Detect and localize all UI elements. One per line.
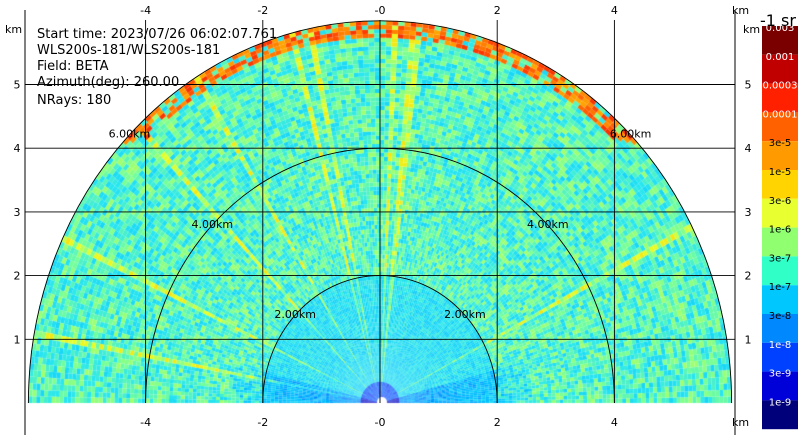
x-tick-label-bottom: 2 [494, 416, 501, 429]
range-ring [262, 275, 498, 404]
colorbar-label: 3e-5 [769, 138, 792, 149]
colorbar-swatch [762, 371, 798, 401]
y-tick-label-left: 5 [14, 79, 21, 92]
y-tick-label-left: 4 [14, 142, 21, 155]
x-tick-label-bottom: 4 [611, 416, 618, 429]
colorbar-swatch [762, 198, 798, 228]
y-unit-label-right: km [743, 23, 760, 36]
colorbar-swatch [762, 227, 798, 257]
y-tick-label-right: 4 [745, 142, 752, 155]
field-label: Field: BETA [37, 59, 109, 74]
colorbar-label: 0.0003 [763, 81, 798, 92]
range-ring-label: 2.00km [444, 308, 486, 321]
azimuth-label: Azimuth(deg): 260.00 [37, 75, 180, 90]
colorbar-swatch [762, 54, 798, 84]
colorbar-swatch [762, 170, 798, 199]
colorbar-swatch [762, 285, 798, 314]
colorbar-swatch [762, 26, 798, 55]
x-tick-label-top: -4 [140, 4, 151, 17]
y-tick-label-left: 3 [14, 206, 21, 219]
colorbar-label: 1e-9 [769, 397, 792, 408]
range-ring-label: 6.00km [610, 128, 652, 141]
colorbar-swatch [762, 83, 798, 113]
colorbar-label: 1e-6 [769, 225, 792, 236]
colorbar-label: 1e-7 [769, 282, 792, 293]
colorbar-swatch [762, 112, 798, 142]
colorbar-label: 0.0001 [763, 109, 798, 120]
y-tick-label-left: 2 [14, 270, 21, 283]
range-ring [27, 20, 733, 404]
colorbar-unit-label: -1 sr [760, 11, 796, 30]
y-tick-label-right: 2 [745, 270, 752, 283]
colorbar-label: 0.001 [766, 52, 795, 63]
x-tick-label-top: 4 [611, 4, 618, 17]
x-tick-label-top: -0 [375, 4, 386, 17]
colorbar-label: 3e-9 [769, 369, 792, 380]
colorbar-label: 3e-8 [769, 311, 792, 322]
y-tick-label-right: 1 [745, 333, 752, 346]
colorbar-swatch [762, 342, 798, 372]
y-tick-label-right: 3 [745, 206, 752, 219]
colorbar-swatch [762, 400, 798, 430]
nrays-label: NRays: 180 [37, 93, 112, 108]
range-ring-label: 4.00km [527, 218, 569, 231]
start-time-label: Start time: 2023/07/26 06:02:07.761 [37, 27, 278, 42]
range-ring [145, 147, 615, 404]
range-ring-label: 2.00km [274, 308, 316, 321]
colorbar-label: 3e-6 [769, 196, 792, 207]
colorbar-label: 3e-7 [769, 253, 792, 264]
x-tick-label-bottom: -0 [375, 416, 386, 429]
range-ring-label: 4.00km [191, 218, 233, 231]
x-tick-label-bottom: -4 [140, 416, 151, 429]
x-tick-label-bottom: -2 [257, 416, 268, 429]
instrument-label: WLS200s-181/WLS200s-181 [37, 43, 221, 58]
y-unit-label-left: km [5, 23, 22, 36]
x-tick-label-top: -2 [257, 4, 268, 17]
colorbar-swatch [762, 314, 798, 343]
x-unit-label-bottom: km [732, 416, 749, 429]
range-ring-label: 6.00km [109, 128, 151, 141]
colorbar-label: 0.003 [766, 23, 795, 34]
colorbar-swatch [762, 256, 798, 286]
y-tick-label-left: 1 [14, 333, 21, 346]
colorbar-label: 1e-5 [769, 167, 792, 178]
colorbar-swatch [762, 141, 798, 170]
y-tick-label-right: 5 [745, 79, 752, 92]
colorbar-label: 1e-8 [769, 340, 792, 351]
x-tick-label-top: 2 [494, 4, 501, 17]
x-unit-label-top: km [732, 4, 749, 17]
